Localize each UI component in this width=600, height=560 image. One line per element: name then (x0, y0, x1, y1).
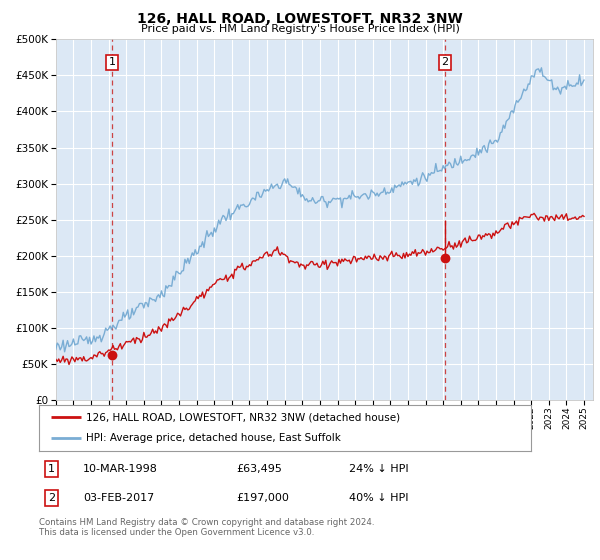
Text: Price paid vs. HM Land Registry's House Price Index (HPI): Price paid vs. HM Land Registry's House … (140, 24, 460, 34)
Text: HPI: Average price, detached house, East Suffolk: HPI: Average price, detached house, East… (86, 433, 341, 444)
Point (107, 350, 117, 359)
Text: Contains HM Land Registry data © Crown copyright and database right 2024.
This d: Contains HM Land Registry data © Crown c… (39, 518, 374, 538)
Text: 03-FEB-2017: 03-FEB-2017 (83, 493, 155, 503)
Text: £197,000: £197,000 (236, 493, 289, 503)
Point (440, 254, 450, 263)
Text: 126, HALL ROAD, LOWESTOFT, NR32 3NW: 126, HALL ROAD, LOWESTOFT, NR32 3NW (137, 12, 463, 26)
Text: 24% ↓ HPI: 24% ↓ HPI (349, 464, 409, 474)
Text: 2: 2 (442, 57, 448, 67)
Text: 10-MAR-1998: 10-MAR-1998 (83, 464, 158, 474)
Text: 1: 1 (109, 57, 116, 67)
Text: 126, HALL ROAD, LOWESTOFT, NR32 3NW (detached house): 126, HALL ROAD, LOWESTOFT, NR32 3NW (det… (86, 412, 400, 422)
Text: 40% ↓ HPI: 40% ↓ HPI (349, 493, 409, 503)
Text: 2: 2 (48, 493, 55, 503)
Text: £63,495: £63,495 (236, 464, 281, 474)
Text: 1: 1 (48, 464, 55, 474)
